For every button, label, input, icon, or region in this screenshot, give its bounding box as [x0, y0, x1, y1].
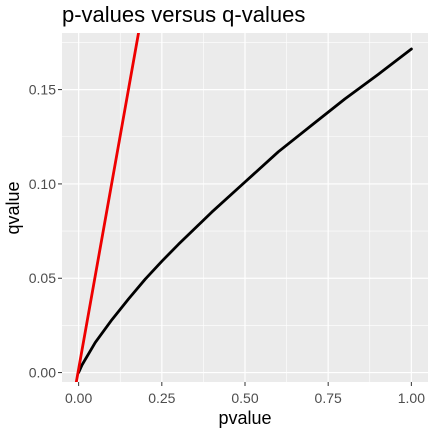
- chart-title: p-values versus q-values: [62, 2, 305, 27]
- series-line-1: [77, 47, 413, 375]
- x-axis: 0.00 0.25 0.50 0.75 1.00: [65, 382, 425, 406]
- series-line-2: [74, 33, 140, 382]
- x-tick-label: 0.50: [231, 390, 258, 406]
- x-tick-label: 0.00: [65, 390, 92, 406]
- y-axis-title: qvalue: [3, 181, 23, 234]
- y-tick-label: 0.05: [29, 270, 56, 286]
- x-tick-label: 0.75: [315, 390, 342, 406]
- x-tick-label: 0.25: [148, 390, 175, 406]
- series-layer: [74, 33, 413, 382]
- major-gridlines: [62, 33, 428, 382]
- x-tick-label: 1.00: [398, 390, 425, 406]
- y-tick-label: 0.10: [29, 176, 56, 192]
- y-axis: 0.00 0.05 0.10 0.15: [29, 82, 62, 381]
- y-tick-label: 0.15: [29, 82, 56, 98]
- y-tick-label: 0.00: [29, 365, 56, 381]
- x-axis-title: pvalue: [218, 408, 271, 428]
